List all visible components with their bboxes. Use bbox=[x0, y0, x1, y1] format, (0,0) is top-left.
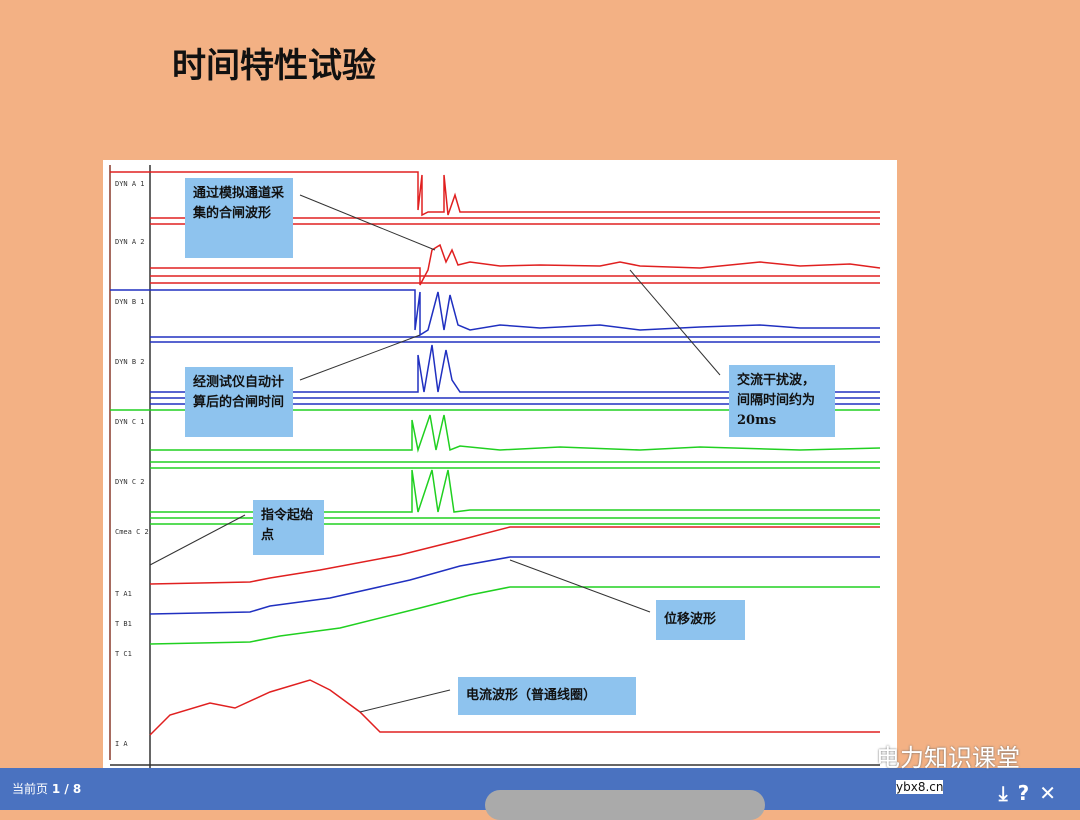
trace-b1-baseline bbox=[150, 336, 880, 343]
watermark-site: ybx8.cn bbox=[896, 780, 944, 794]
page-indicator: 当前页 1 / 8 bbox=[12, 782, 81, 796]
annotation-command-start: 指令起始点 bbox=[253, 500, 324, 555]
callout-lines bbox=[149, 194, 721, 713]
phase-b-traces bbox=[110, 289, 880, 615]
channel-label: T A1 bbox=[115, 590, 132, 598]
trace-a2-baseline bbox=[150, 275, 880, 284]
channel-label: DYN A 1 bbox=[115, 180, 145, 188]
trace-tc1 bbox=[149, 586, 880, 645]
trace-dyn-a1 bbox=[110, 171, 880, 217]
download-icon[interactable]: ⤓ bbox=[998, 781, 1018, 805]
nav-pill[interactable] bbox=[485, 790, 765, 820]
channel-label: DYN A 2 bbox=[115, 238, 145, 246]
trace-ia bbox=[149, 679, 880, 736]
channel-label: T C1 bbox=[115, 650, 132, 658]
trace-tb1 bbox=[149, 556, 880, 615]
annotation-ac-interference: 交流干扰波，间隔时间约为20ms bbox=[729, 365, 835, 437]
help-icon[interactable]: ? bbox=[1017, 781, 1040, 805]
trace-c1-baseline bbox=[150, 461, 880, 469]
annotation-current: 电流波形（普通线圈） bbox=[458, 677, 636, 715]
annotation-displacement: 位移波形 bbox=[656, 600, 745, 640]
channel-label: DYN B 1 bbox=[115, 298, 145, 306]
channel-label: I A bbox=[115, 740, 128, 748]
page-value: 1 / 8 bbox=[51, 782, 82, 796]
channel-label: Cmea C 2 bbox=[115, 528, 149, 536]
trace-dyn-c1 bbox=[150, 414, 881, 453]
channel-label: DYN B 2 bbox=[115, 358, 145, 366]
channel-label: T B1 bbox=[115, 620, 132, 628]
trace-dyn-b1 bbox=[110, 289, 880, 337]
page-label: 当前页 bbox=[12, 782, 49, 796]
trace-dyn-a2 bbox=[150, 243, 881, 286]
channel-label: DYN C 2 bbox=[115, 478, 145, 486]
trace-dyn-c2 bbox=[150, 469, 880, 513]
watermark-name: 电力知识课堂 bbox=[876, 744, 1020, 772]
trace-dyn-b2 bbox=[150, 344, 880, 393]
channel-label: DYN C 1 bbox=[115, 418, 145, 426]
slide-title: 时间特性试验 bbox=[172, 46, 376, 86]
trace-ta1 bbox=[149, 526, 880, 585]
annotation-closing-time: 经测试仪自动计算后的合闸时间 bbox=[185, 367, 293, 437]
close-icon[interactable]: ✕ bbox=[1039, 781, 1066, 805]
annotation-analog: 通过模拟通道采集的合闸波形 bbox=[185, 178, 293, 258]
